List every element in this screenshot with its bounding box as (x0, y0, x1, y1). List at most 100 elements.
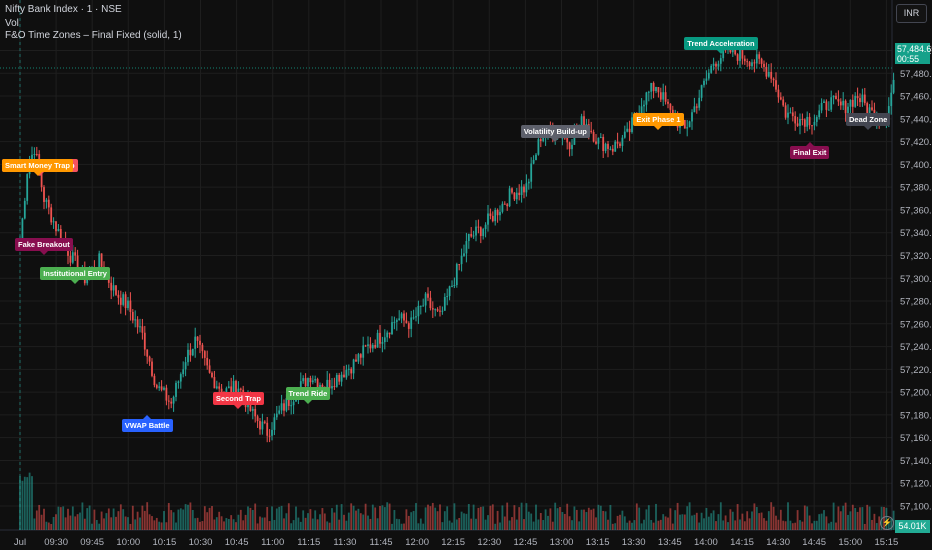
volume-bar (40, 514, 43, 530)
volume-bar (467, 503, 470, 530)
volume-bar (866, 504, 869, 530)
candle-body (506, 204, 509, 207)
volume-bar (676, 502, 679, 530)
candle-body (825, 101, 828, 110)
candle-body (254, 408, 257, 417)
candle-body (40, 171, 43, 188)
volume-bar (878, 516, 881, 530)
time-tick-label: 11:15 (297, 537, 320, 548)
candle-body (719, 58, 722, 64)
volume-bar (182, 509, 185, 530)
volume-bar (837, 506, 840, 530)
volume-bar (856, 511, 859, 530)
candle-body (355, 359, 357, 362)
volume-bar (237, 514, 240, 530)
candle-body (333, 386, 336, 388)
volume-bar (31, 476, 33, 530)
candle-body (263, 421, 266, 423)
price-tick-label: 57,280.00 (900, 297, 932, 308)
candle-body (427, 293, 429, 298)
volume-bar (340, 504, 343, 530)
volume-bar (592, 508, 595, 530)
volume-bar (873, 513, 876, 530)
volume-bar (453, 503, 456, 530)
volume-bar (141, 505, 144, 530)
volume-bar (683, 514, 686, 530)
volume-bar (266, 507, 269, 530)
candle-body (871, 107, 873, 110)
candle-body (616, 141, 619, 144)
volume-bar (791, 523, 794, 530)
volume-bar (429, 506, 432, 530)
candle-body (184, 362, 187, 370)
candle-body (532, 159, 535, 164)
candle-body (314, 379, 317, 381)
volume-bar (520, 502, 523, 530)
volume-bar (667, 517, 669, 530)
volume-bar (638, 507, 641, 530)
volume-bar (568, 516, 571, 530)
candle-body (849, 99, 852, 107)
volume-bar (131, 505, 134, 530)
candle-body (472, 235, 475, 237)
symbol-title[interactable]: Nifty Bank Index · 1 · NSE (5, 4, 122, 15)
volume-bar (619, 514, 621, 530)
volume-bar (115, 516, 117, 530)
candle-body (890, 92, 893, 107)
volume-bar (621, 510, 624, 530)
candle-body (131, 311, 134, 321)
volume-bar (645, 509, 648, 530)
candle-body (847, 106, 849, 114)
candle-body (820, 102, 823, 111)
volume-indicator-label[interactable]: Vol (5, 18, 19, 29)
volume-bar (542, 520, 545, 530)
volume-bar (232, 519, 235, 530)
candle-body (160, 386, 163, 390)
candle-body (523, 186, 525, 193)
candle-body (811, 125, 813, 127)
price-tick-label: 57,300.00 (900, 274, 932, 285)
candle-body (542, 137, 545, 142)
candle-body (302, 378, 305, 382)
volume-bar (295, 506, 297, 530)
candle-body (410, 317, 413, 329)
volume-bar (52, 516, 55, 530)
candle-body (386, 332, 389, 338)
candle-body (235, 381, 237, 396)
candle-body (667, 101, 669, 104)
volume-bar (105, 513, 108, 530)
candle-body (340, 374, 343, 382)
candle-body (290, 405, 293, 407)
volume-bar (489, 505, 492, 530)
candle-body (753, 62, 756, 64)
candle-body (563, 137, 566, 139)
volume-bar (811, 523, 813, 530)
lightning-icon[interactable]: ⚡ (880, 516, 894, 530)
volume-bar (607, 519, 609, 530)
candle-body (122, 294, 125, 305)
candle-body (683, 120, 686, 129)
volume-bar (643, 519, 645, 530)
candle-body (607, 143, 609, 149)
candle-body (631, 117, 633, 133)
candle-body (854, 95, 857, 107)
candle-body (311, 380, 314, 383)
candle-body (47, 199, 50, 208)
volume-bar (194, 518, 197, 530)
candle-body (693, 106, 696, 113)
volume-bar (760, 512, 763, 530)
zone-label: VWAP Battle (121, 414, 173, 432)
volume-bar (561, 511, 564, 530)
volume-bar (839, 511, 842, 530)
volume-bar (220, 516, 223, 530)
candle-body (760, 58, 763, 64)
currency-button[interactable]: INR (896, 4, 927, 23)
volume-bar (405, 509, 408, 530)
volume-bar (403, 523, 405, 530)
volume-bar (748, 518, 751, 530)
indicator-title[interactable]: F&O Time Zones – Final Fixed (solid, 1) (5, 30, 182, 41)
volume-bar (388, 503, 391, 530)
candle-body (482, 229, 485, 237)
candle-body (352, 359, 355, 374)
